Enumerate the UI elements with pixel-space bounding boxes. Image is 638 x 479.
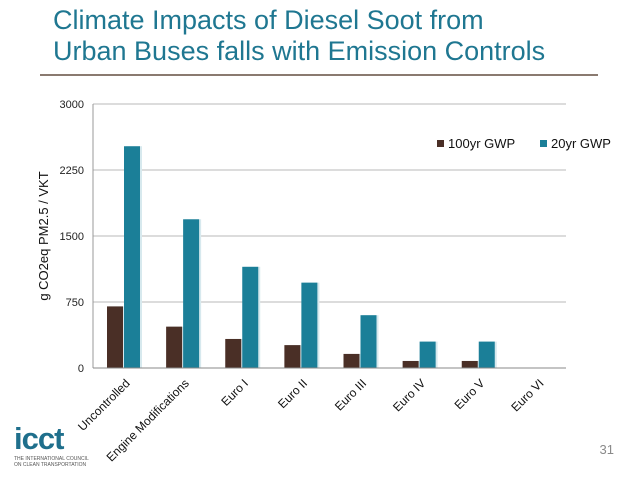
y-tick-label: 1500 [60,231,84,243]
bar-20yr [242,266,259,368]
bar-100yr [225,338,242,368]
y-tick-label: 750 [66,297,84,309]
x-tick-label: Euro II [275,376,310,411]
bar-100yr [107,306,123,368]
bar-100yr [461,360,478,368]
y-axis-label: g CO2eq PM2.5 / VKT [36,171,51,300]
icct-logo: icct THE INTERNATIONAL COUNCIL ON CLEAN … [14,421,124,470]
bar-20yr [478,341,495,368]
logo-tagline-2: ON CLEAN TRANSPORTATION [14,462,87,468]
legend-swatch [540,140,547,147]
legend-label: 100yr GWP [448,136,515,151]
slide-title-line2: Urban Buses falls with Emission Controls [53,36,546,66]
title-divider [40,74,598,76]
bar-100yr [402,360,419,368]
slide-title: Climate Impacts of Diesel Soot from Urba… [53,5,613,67]
x-tick-label: Euro IV [390,376,428,414]
x-tick-label: Euro I [218,376,251,409]
x-tick-label: Euro V [452,376,488,412]
y-tick-label: 3000 [60,99,84,111]
x-tick-label: Euro VI [508,376,546,414]
x-tick-label: Euro III [332,376,369,413]
legend-label: 20yr GWP [551,136,611,151]
bar-20yr [183,219,200,368]
logo-wordmark: icct [14,421,64,456]
legend-swatch [437,140,444,147]
y-tick-label: 2250 [60,165,84,177]
bar-100yr [343,353,360,368]
logo-tagline-1: THE INTERNATIONAL COUNCIL [14,456,89,462]
page-number: 31 [599,442,614,457]
bar-100yr [284,345,301,368]
slide-title-line1: Climate Impacts of Diesel Soot from [53,5,484,35]
bar-20yr [301,282,318,368]
y-tick-label: 0 [78,363,84,375]
bar-100yr [166,326,183,368]
bar-20yr [419,341,436,368]
bar-20yr [360,315,377,368]
bar-20yr [124,146,140,368]
